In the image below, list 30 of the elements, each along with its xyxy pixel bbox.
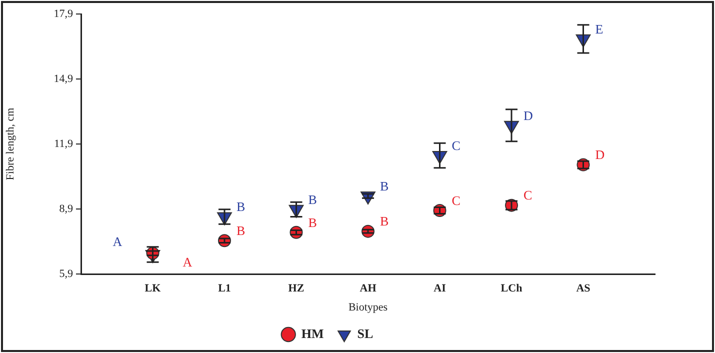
data-label: C bbox=[452, 192, 460, 208]
data-label: D bbox=[595, 147, 605, 162]
data-label: B bbox=[380, 178, 389, 194]
data-label: B bbox=[308, 192, 318, 207]
y-tick-label: 14,9 bbox=[54, 72, 74, 85]
data-label: B bbox=[236, 223, 246, 238]
data-label: A bbox=[112, 234, 123, 249]
x-tick-label: AS bbox=[576, 282, 590, 294]
y-axis-title: Fibre length, cm bbox=[4, 107, 16, 180]
x-tick-label: HZ bbox=[288, 282, 304, 294]
x-tick-label: LCh bbox=[500, 282, 522, 294]
x-tick-label: AH bbox=[360, 282, 377, 294]
y-tick-label: 11,9 bbox=[54, 138, 74, 150]
x-axis-title: Biotypes bbox=[348, 301, 388, 314]
data-label: D bbox=[524, 108, 533, 123]
x-tick-label: LK bbox=[144, 282, 162, 294]
data-label: C bbox=[452, 138, 460, 153]
legend-label: HM bbox=[301, 326, 324, 341]
data-label: A bbox=[182, 254, 193, 270]
y-tick-label: 8,9 bbox=[59, 202, 74, 215]
data-label: B bbox=[380, 214, 389, 229]
legend-label: SL bbox=[357, 326, 374, 341]
y-tick-label: 17,9 bbox=[54, 8, 74, 20]
x-tick-label: L1 bbox=[218, 282, 231, 294]
data-label: E bbox=[595, 21, 604, 36]
data-label: B bbox=[236, 199, 246, 214]
x-tick-label: AI bbox=[434, 282, 446, 294]
data-label: B bbox=[308, 214, 318, 230]
y-tick-label: 5,9 bbox=[59, 268, 74, 280]
data-label: C bbox=[524, 188, 532, 203]
